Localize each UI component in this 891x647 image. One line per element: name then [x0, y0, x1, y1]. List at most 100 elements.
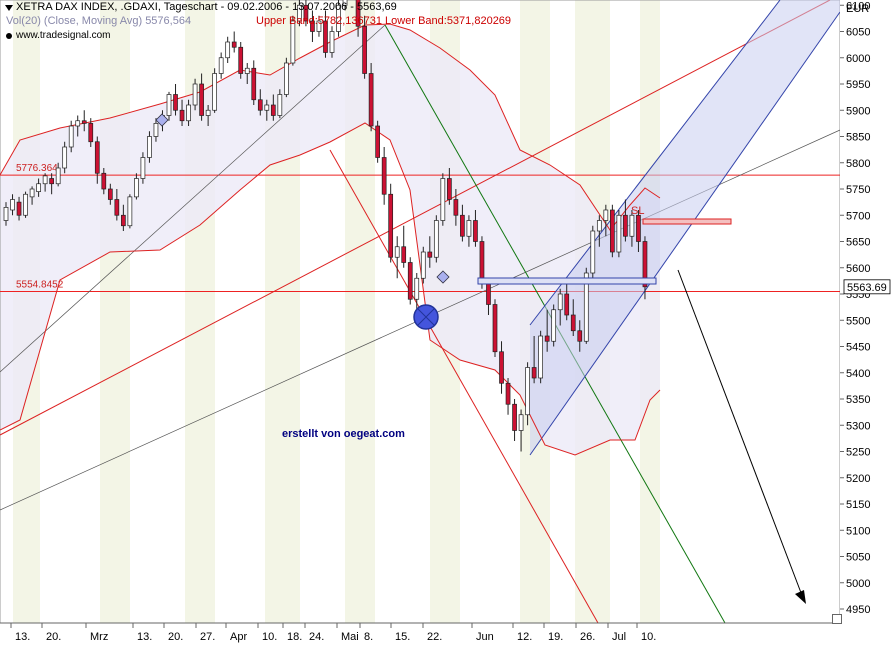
candle-body	[557, 293, 563, 311]
horizontal-line-label: 5776.364	[16, 163, 58, 174]
candle-body	[583, 272, 589, 342]
resize-corner-icon[interactable]	[832, 614, 842, 624]
candle-body	[401, 246, 407, 263]
y-tick-label: 6000	[846, 53, 870, 65]
candle-body	[297, 4, 302, 22]
candle-body	[381, 157, 387, 195]
candle-body	[486, 283, 491, 305]
marker-cross-icon	[417, 308, 435, 326]
candle-body	[623, 214, 628, 237]
x-tick-label: 10.	[641, 631, 656, 643]
x-tick-label: Mrz	[90, 631, 108, 643]
horizontal-line-label: 5554.8452	[16, 279, 64, 290]
candle-body	[140, 157, 146, 179]
candle-body	[68, 125, 74, 148]
x-tick-label: 18.	[287, 631, 302, 643]
candle-body	[336, 4, 341, 32]
candle-body	[251, 67, 257, 101]
candle-body	[303, 4, 309, 22]
candle-body	[244, 67, 250, 74]
x-tick-label: 20.	[168, 631, 183, 643]
candle-body	[192, 83, 198, 106]
candle-body	[264, 104, 270, 111]
y-tick-label: 6100	[846, 0, 870, 12]
y-axis-bg	[840, 0, 891, 623]
x-tick-label: 8.	[364, 631, 373, 643]
candle-body	[570, 314, 576, 332]
candle-body	[231, 41, 237, 48]
candle-body	[284, 62, 289, 95]
candle-body	[394, 246, 400, 258]
x-tick-label: 27.	[200, 631, 215, 643]
y-tick-label: 5900	[846, 105, 870, 117]
candle-body	[75, 120, 81, 127]
candle-body	[466, 220, 472, 237]
y-tick-label: 5950	[846, 79, 870, 91]
y-tick-label: 5650	[846, 237, 870, 249]
candle-body	[88, 123, 94, 143]
candle-body	[473, 220, 478, 242]
x-tick-label: 13.	[137, 631, 152, 643]
candle-body	[323, 20, 328, 53]
red-down-line	[329, 149, 599, 624]
candle-body	[225, 41, 231, 59]
candle-body	[205, 109, 211, 116]
trend-channel	[529, 0, 841, 456]
x-tick-label: 13.	[15, 631, 30, 643]
bollinger-bands	[0, 23, 661, 456]
dropdown-triangle-icon[interactable]	[5, 5, 13, 11]
candle-body	[362, 25, 367, 74]
candle-body	[499, 351, 504, 384]
candle-body	[427, 251, 433, 258]
candle-body	[16, 201, 22, 216]
x-tick-label: Jul	[612, 631, 626, 643]
chart-extras: SL erstellt von oegeat.com	[155, 113, 806, 604]
bollinger-values: Upper Band:5782,136731 Lower Band:5371,8…	[256, 15, 512, 27]
candle-body	[212, 73, 217, 111]
candle-body	[134, 178, 139, 198]
copyright-dot-icon	[6, 33, 12, 39]
candle-body	[114, 199, 120, 216]
x-tick-label: 12.	[517, 631, 532, 643]
y-tick-label: 5300	[846, 420, 870, 432]
candle-body	[453, 199, 459, 216]
channel-fill	[530, 0, 840, 455]
candle-body	[23, 193, 28, 216]
y-axis-unit: EUR	[846, 3, 869, 15]
candle-body	[642, 241, 648, 288]
candle-body	[173, 94, 178, 111]
y-axis: EUR6150610060506000595059005850580057505…	[840, 0, 891, 623]
candle-body	[512, 403, 517, 431]
last-price-label: 5563.69	[847, 282, 887, 294]
candle-body	[81, 120, 87, 124]
candle-body	[544, 335, 550, 342]
candle-body	[101, 172, 107, 190]
sl-label: SL	[631, 205, 644, 217]
x-tick-label: 15.	[395, 631, 410, 643]
y-tick-label: 5450	[846, 342, 870, 354]
candle-body	[42, 175, 48, 185]
y-tick-label: 5200	[846, 473, 870, 485]
x-tick-label: Apr	[230, 631, 247, 643]
candle-body	[447, 178, 452, 200]
candle-body	[420, 251, 426, 279]
candle-body	[596, 220, 602, 232]
indicator-label: Vol(20) (Close, Moving Avg) 5576,564	[6, 15, 192, 27]
candle-body	[153, 123, 159, 137]
candle-body	[329, 31, 335, 53]
x-tick-label: 22.	[427, 631, 442, 643]
copyright-label: www.tradesignal.com	[16, 30, 111, 41]
candle-body	[375, 125, 380, 158]
candle-body	[94, 141, 100, 174]
candle-body	[147, 136, 152, 158]
candle-body	[3, 207, 9, 221]
last-price-box	[843, 279, 891, 295]
candle-body	[577, 330, 583, 342]
y-tick-label: 5150	[846, 499, 870, 511]
grey-trend-line-upper	[0, 24, 386, 373]
candle-body	[505, 382, 511, 405]
candle-body	[270, 104, 276, 116]
x-axis: 13. 20. Mrz 13. 20. 27. Apr 10. 18. 24. Mai 8. 15. 22…	[0, 622, 840, 643]
candle-body	[199, 83, 204, 116]
candle-body	[603, 209, 609, 221]
